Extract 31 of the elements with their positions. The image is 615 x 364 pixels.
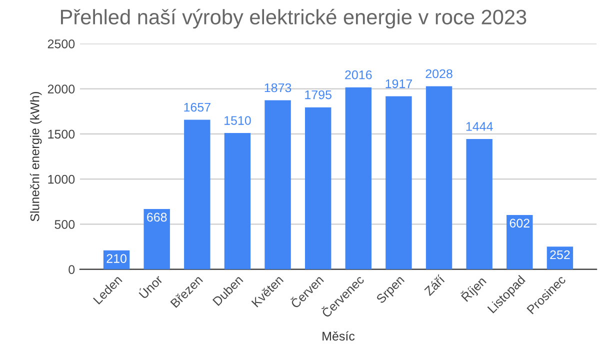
data-label: 668 xyxy=(147,212,167,222)
data-label: 1657 xyxy=(184,102,210,112)
data-label: 1917 xyxy=(386,79,412,88)
bar xyxy=(386,96,412,270)
data-label: 1444 xyxy=(466,122,493,131)
data-label: 252 xyxy=(550,250,570,260)
bar xyxy=(264,100,291,270)
bar xyxy=(466,139,492,270)
y-tick-label: 1500 xyxy=(48,130,75,139)
data-label: 2028 xyxy=(426,69,452,78)
bar xyxy=(224,133,251,270)
y-tick-label: 500 xyxy=(54,220,75,229)
y-tick-label: 0 xyxy=(68,265,75,274)
data-label: 2016 xyxy=(345,70,372,80)
bar xyxy=(345,87,372,270)
y-tick-label: 2500 xyxy=(48,39,75,48)
data-label: 210 xyxy=(106,254,126,263)
data-label: 1795 xyxy=(305,90,332,100)
bar xyxy=(426,86,452,270)
data-label: 1873 xyxy=(264,83,292,92)
y-tick-label: 1000 xyxy=(48,174,75,184)
data-label: 1510 xyxy=(224,116,251,125)
x-axis-title: Měsíc xyxy=(322,331,355,341)
chart-title: Přehled naší výroby elektrické energie v roce 2023 xyxy=(60,8,526,29)
y-tick-label: 2000 xyxy=(48,84,75,94)
bar xyxy=(304,107,332,270)
bar xyxy=(144,209,170,270)
y-axis-title: Sluneční energie (kWh) xyxy=(30,92,42,222)
bar xyxy=(506,215,533,270)
data-label: 602 xyxy=(510,218,530,228)
bar xyxy=(184,120,210,270)
